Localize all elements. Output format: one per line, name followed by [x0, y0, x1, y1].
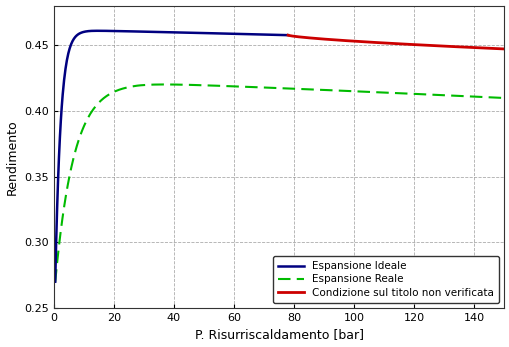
X-axis label: P. Risurriscaldamento [bar]: P. Risurriscaldamento [bar] [194, 329, 363, 341]
Y-axis label: Rendimento: Rendimento [6, 119, 18, 195]
Legend: Espansione Ideale, Espansione Reale, Condizione sul titolo non verificata: Espansione Ideale, Espansione Reale, Con… [272, 256, 498, 303]
